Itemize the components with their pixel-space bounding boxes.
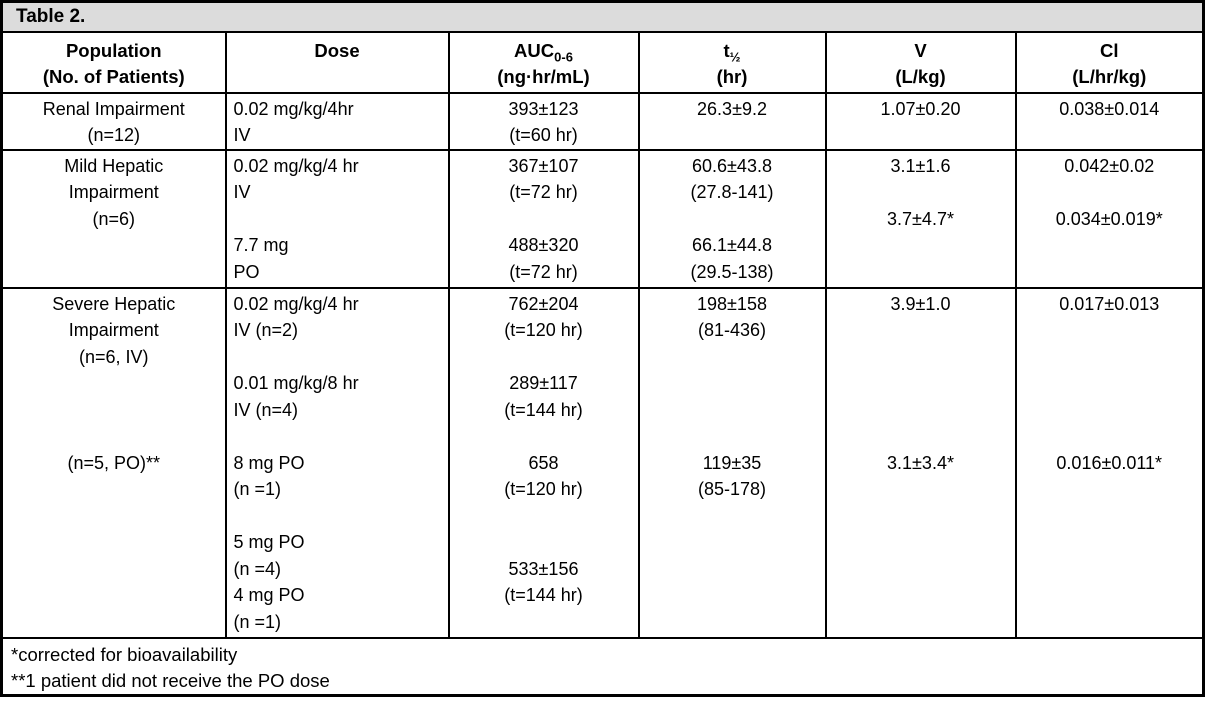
column-header-auc: AUC0-6 (ng·hr/mL) bbox=[447, 30, 640, 94]
cell-renal-dose: 0.02 mg/kg/4hr IV bbox=[224, 91, 450, 151]
column-header-v-name: V bbox=[914, 39, 927, 61]
table-footnote-row: *corrected for bioavailability **1 patie… bbox=[0, 636, 1205, 696]
cell-severe-thalf: 198±158 (81-436) 119±35 (85-178) bbox=[637, 286, 827, 639]
column-header-v: V (L/kg) bbox=[824, 30, 1017, 94]
cell-renal-population: Renal Impairment (n=12) bbox=[0, 91, 227, 151]
column-header-thalf-name: t½ bbox=[723, 39, 741, 65]
column-header-auc-unit: (ng·hr/mL) bbox=[497, 65, 590, 87]
column-header-population-unit: (No. of Patients) bbox=[42, 65, 185, 87]
column-header-thalf: t½ (hr) bbox=[637, 30, 827, 94]
column-header-thalf-unit: (hr) bbox=[716, 65, 748, 87]
cell-mild-v: 3.1±1.6 3.7±4.7* bbox=[824, 148, 1017, 289]
column-header-population-name: Population bbox=[65, 39, 162, 61]
cell-mild-population: Mild Hepatic Impairment (n=6) bbox=[0, 148, 227, 289]
cell-mild-dose: 0.02 mg/kg/4 hr IV 7.7 mg PO bbox=[224, 148, 450, 289]
cell-severe-auc: 762±204 (t=120 hr) 289±117 (t=144 hr) 65… bbox=[447, 286, 640, 639]
cell-mild-cl: 0.042±0.02 0.034±0.019* bbox=[1014, 148, 1205, 289]
table-row-renal-impairment: Renal Impairment (n=12) 0.02 mg/kg/4hr I… bbox=[0, 91, 1205, 151]
table-row-mild-hepatic-impairment: Mild Hepatic Impairment (n=6) 0.02 mg/kg… bbox=[0, 148, 1205, 289]
cell-severe-v: 3.9±1.0 3.1±3.4* bbox=[824, 286, 1017, 639]
column-header-dose: Dose bbox=[224, 30, 450, 94]
cell-severe-population: Severe Hepatic Impairment (n=6, IV) (n=5… bbox=[0, 286, 227, 639]
cell-renal-auc: 393±123 (t=60 hr) bbox=[447, 91, 640, 151]
cell-renal-v: 1.07±0.20 bbox=[824, 91, 1017, 151]
table-title: Table 2. bbox=[0, 0, 1205, 33]
column-header-population: Population (No. of Patients) bbox=[0, 30, 227, 94]
column-header-cl-name: Cl bbox=[1100, 39, 1119, 61]
cell-renal-cl: 0.038±0.014 bbox=[1014, 91, 1205, 151]
cell-severe-dose: 0.02 mg/kg/4 hr IV (n=2) 0.01 mg/kg/8 hr… bbox=[224, 286, 450, 639]
cell-mild-thalf: 60.6±43.8 (27.8-141) 66.1±44.8 (29.5-138… bbox=[637, 148, 827, 289]
cell-mild-auc: 367±107 (t=72 hr) 488±320 (t=72 hr) bbox=[447, 148, 640, 289]
table-title-row: Table 2. bbox=[0, 0, 1205, 33]
column-header-row: Population (No. of Patients) Dose AUC0-6… bbox=[0, 30, 1205, 94]
cell-severe-cl: 0.017±0.013 0.016±0.011* bbox=[1014, 286, 1205, 639]
column-header-cl: Cl (L/hr/kg) bbox=[1014, 30, 1205, 94]
table-row-severe-hepatic-impairment: Severe Hepatic Impairment (n=6, IV) (n=5… bbox=[0, 286, 1205, 639]
column-header-cl-unit: (L/hr/kg) bbox=[1072, 65, 1147, 87]
column-header-v-unit: (L/kg) bbox=[895, 65, 946, 87]
column-header-dose-name: Dose bbox=[314, 39, 360, 61]
cell-renal-thalf: 26.3±9.2 bbox=[637, 91, 827, 151]
column-header-auc-name: AUC0-6 bbox=[514, 39, 573, 65]
table-footnotes: *corrected for bioavailability **1 patie… bbox=[0, 636, 1205, 696]
